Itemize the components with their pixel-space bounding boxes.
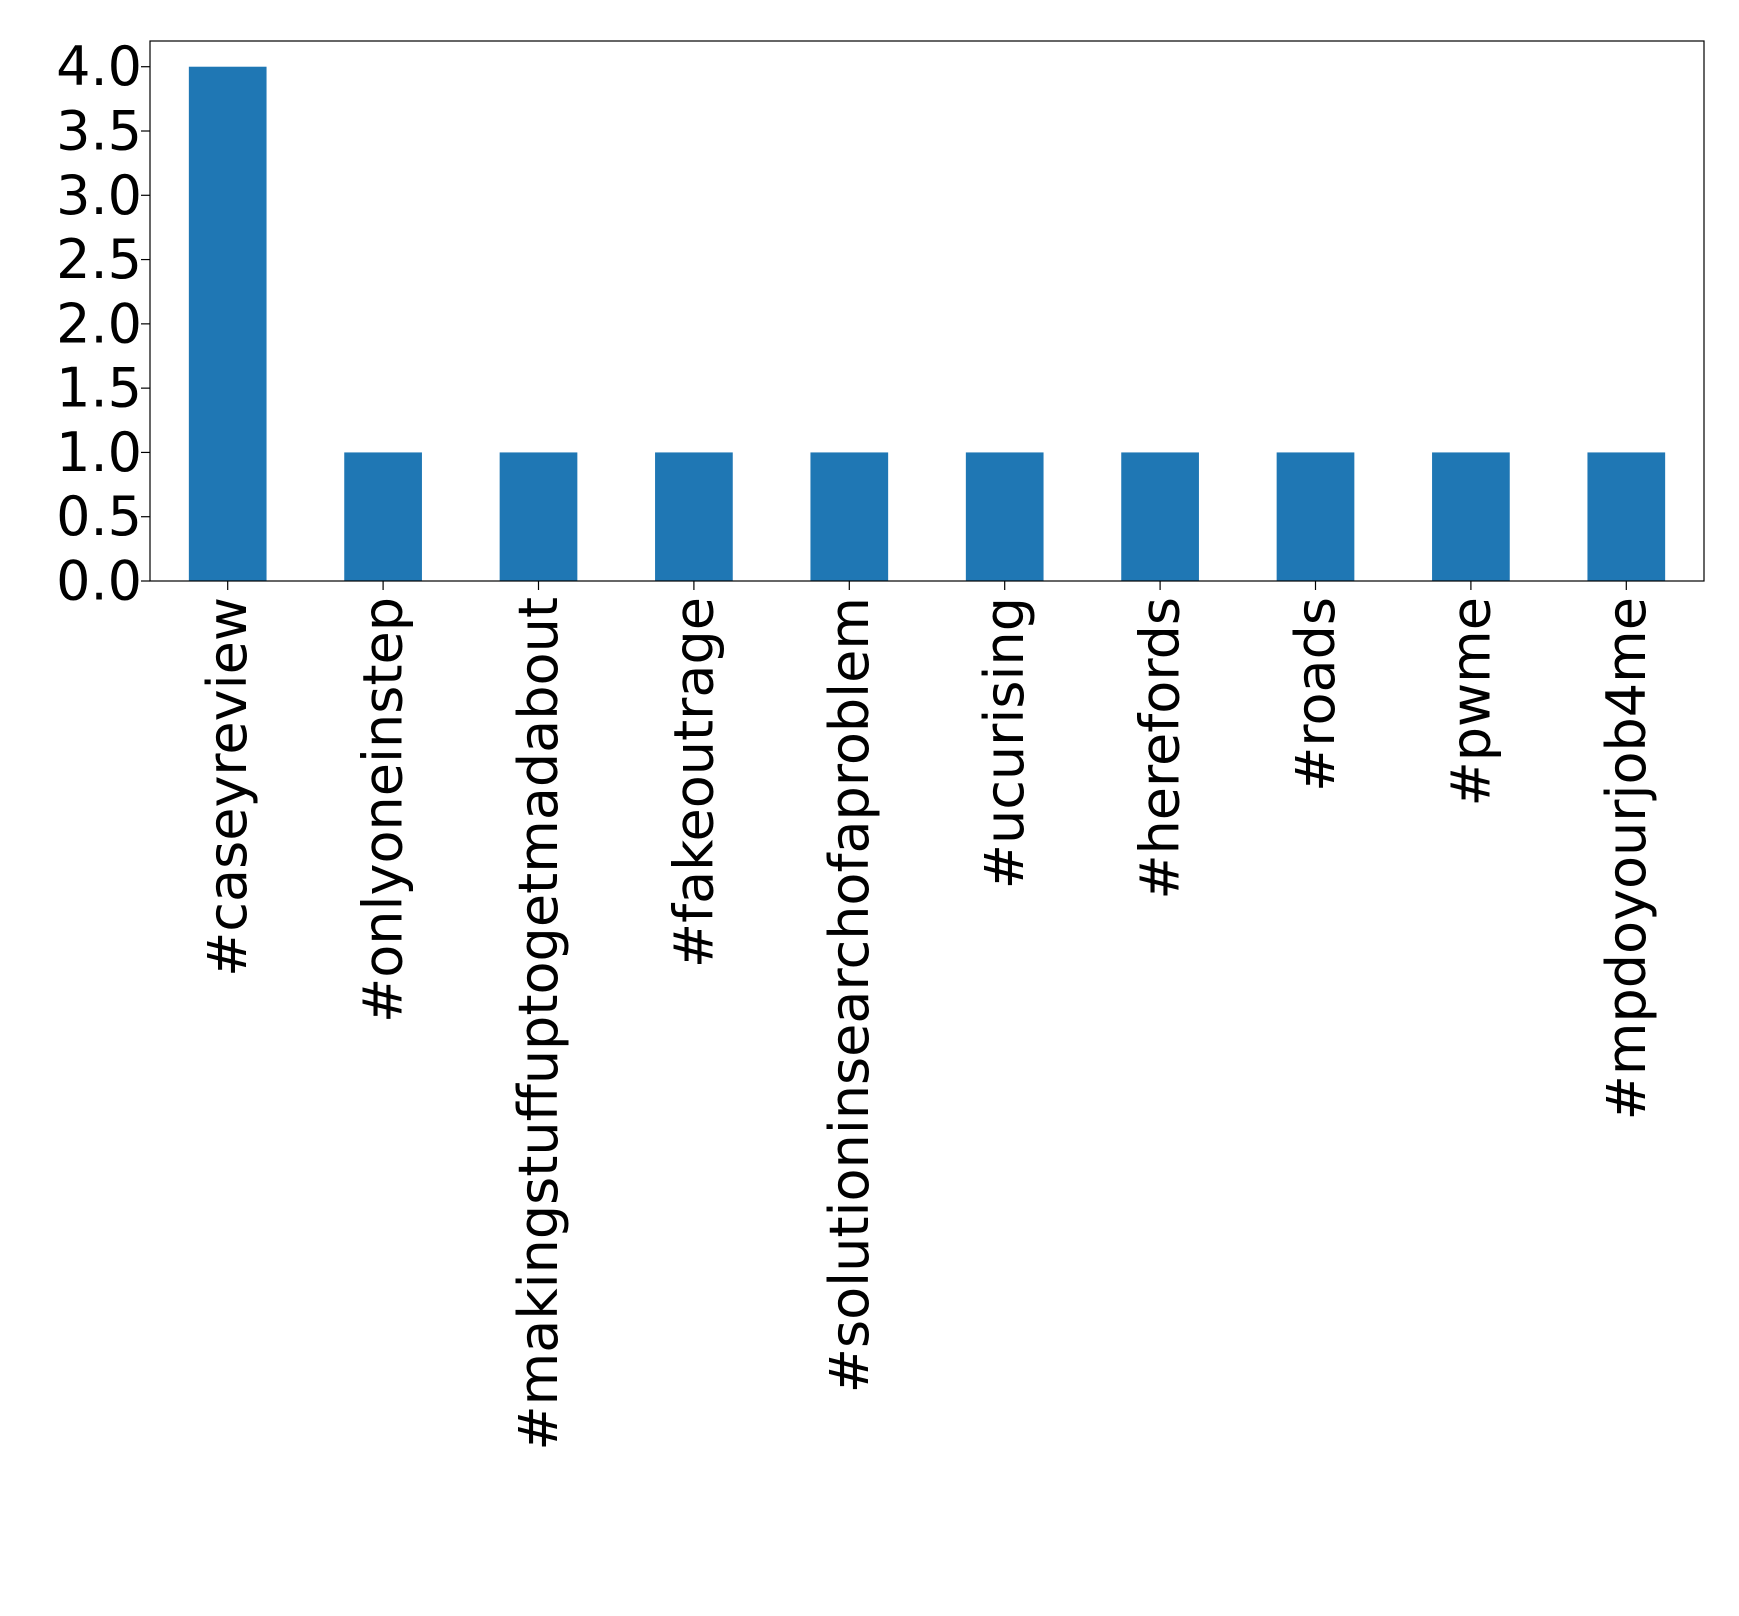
y-tick-label: 4.0 — [56, 35, 142, 98]
y-axis: 0.00.51.01.52.02.53.03.54.0 — [56, 35, 150, 613]
y-tick-label: 3.0 — [56, 164, 142, 227]
bar — [499, 452, 578, 581]
y-tick-label: 0.5 — [56, 485, 142, 548]
bar — [1587, 452, 1666, 581]
y-tick-label: 1.5 — [56, 357, 142, 420]
y-tick-label: 1.0 — [56, 421, 142, 484]
y-tick-label: 2.0 — [56, 292, 142, 355]
x-tick-label: #solutioninsearchofaproblem — [818, 597, 881, 1393]
x-tick-label: #onlyoneinstep — [352, 597, 415, 1023]
x-tick-label: #mpdoyourjob4me — [1595, 597, 1658, 1120]
bar — [188, 66, 267, 581]
bar — [1276, 452, 1355, 581]
x-tick-label: #roads — [1284, 597, 1347, 792]
bars-group — [188, 66, 1666, 581]
bar — [1121, 452, 1199, 581]
bar — [1432, 452, 1510, 581]
x-tick-label: #pwme — [1439, 597, 1502, 807]
x-tick-label: #ucurising — [973, 597, 1036, 889]
y-tick-label: 3.5 — [56, 100, 142, 163]
plot-frame — [149, 40, 1705, 582]
y-tick-label: 0.0 — [56, 550, 142, 613]
x-tick-label: #fakeoutrage — [662, 597, 725, 968]
x-tick-label: #makingstuffuptogetmadabout — [507, 597, 570, 1451]
x-tick-label: #caseyreview — [196, 597, 259, 977]
bar — [965, 452, 1044, 581]
x-axis: #caseyreview #onlyoneinstep #makingstuffup… — [196, 581, 1658, 1451]
x-tick-label: #herefords — [1129, 597, 1192, 900]
bar — [344, 452, 422, 581]
y-tick-label: 2.5 — [56, 228, 142, 291]
bar — [655, 452, 733, 581]
bar — [810, 452, 889, 581]
